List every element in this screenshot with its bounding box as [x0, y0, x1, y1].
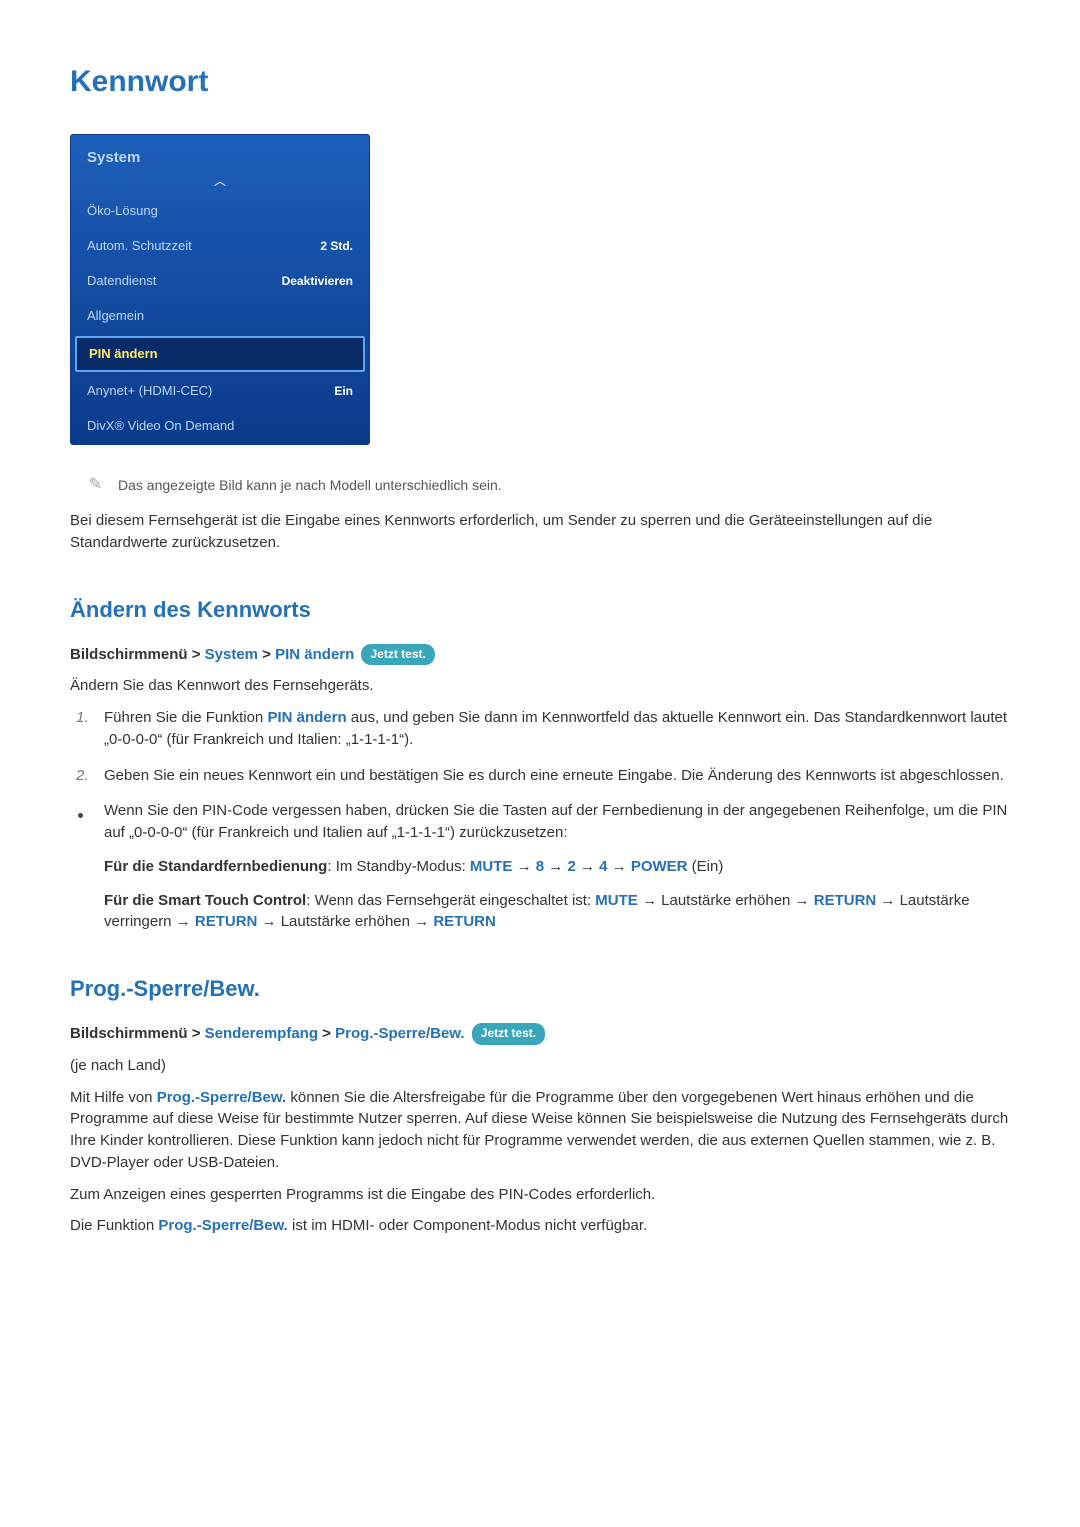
menu-item[interactable]: Anynet+ (HDMI-CEC) Ein — [71, 374, 369, 409]
path-change-pw: Bildschirmmenü > System > PIN ändern Jet… — [70, 644, 1010, 666]
menu-item[interactable]: Allgemein — [71, 299, 369, 334]
bullet-icon — [70, 800, 104, 933]
menu-item-label: Anynet+ (HDMI-CEC) — [87, 382, 212, 401]
prog-lock-p2: Zum Anzeigen eines gesperrten Programms … — [70, 1184, 1010, 1206]
bullet-list: Wenn Sie den PIN-Code vergessen haben, d… — [70, 800, 1010, 933]
intro-paragraph: Bei diesem Fernsehgerät ist die Eingabe … — [70, 510, 1010, 554]
lead-change-pw: Ändern Sie das Kennwort des Fernsehgerät… — [70, 675, 1010, 697]
menu-item-label: DivX® Video On Demand — [87, 417, 234, 436]
bullet-body: Wenn Sie den PIN-Code vergessen haben, d… — [104, 800, 1010, 933]
step-number: 2. — [70, 765, 104, 787]
prog-lock-sub: (je nach Land) — [70, 1055, 1010, 1077]
step-1-body: Führen Sie die Funktion PIN ändern aus, … — [104, 707, 1010, 751]
menu-item-label: Allgemein — [87, 307, 144, 326]
menu-item[interactable]: DivX® Video On Demand — [71, 409, 369, 444]
path-prog-lock: Bildschirmmenü > Senderempfang > Prog.-S… — [70, 1023, 1010, 1045]
try-now-badge[interactable]: Jetzt test. — [472, 1023, 545, 1044]
step-number: 1. — [70, 707, 104, 751]
image-note: ✎ Das angezeigte Bild kann je nach Model… — [70, 473, 1010, 496]
section-title-prog-lock: Prog.-Sperre/Bew. — [70, 973, 1010, 1005]
menu-item-value: 2 Std. — [320, 238, 353, 255]
prog-lock-p1: Mit Hilfe von Prog.-Sperre/Bew. können S… — [70, 1087, 1010, 1174]
menu-item-label: PIN ändern — [89, 345, 158, 364]
chevron-up-icon: ︿ — [71, 172, 369, 194]
menu-item-label: Autom. Schutzzeit — [87, 237, 192, 256]
menu-item-label: Datendienst — [87, 272, 156, 291]
menu-item[interactable]: Autom. Schutzzeit 2 Std. — [71, 229, 369, 264]
note-text: Das angezeigte Bild kann je nach Modell … — [118, 475, 502, 495]
menu-item-value: Deaktivieren — [282, 273, 353, 290]
menu-item-value: Ein — [334, 383, 353, 400]
system-menu-panel: System ︿ Öko-Lösung Autom. Schutzzeit 2 St… — [70, 134, 370, 446]
section-title-change-pw: Ändern des Kennworts — [70, 594, 1010, 626]
page-title: Kennwort — [70, 60, 1010, 104]
menu-item[interactable]: PIN ändern — [75, 336, 365, 373]
menu-item[interactable]: Öko-Lösung — [71, 194, 369, 229]
menu-header: System — [71, 135, 369, 173]
pencil-icon: ✎ — [70, 473, 102, 496]
prog-lock-p3: Die Funktion Prog.-Sperre/Bew. ist im HD… — [70, 1215, 1010, 1237]
steps-list: 1. Führen Sie die Funktion PIN ändern au… — [70, 707, 1010, 786]
menu-item-label: Öko-Lösung — [87, 202, 158, 221]
menu-item[interactable]: Datendienst Deaktivieren — [71, 264, 369, 299]
step-2-body: Geben Sie ein neues Kennwort ein und bes… — [104, 765, 1010, 787]
try-now-badge[interactable]: Jetzt test. — [361, 644, 434, 665]
